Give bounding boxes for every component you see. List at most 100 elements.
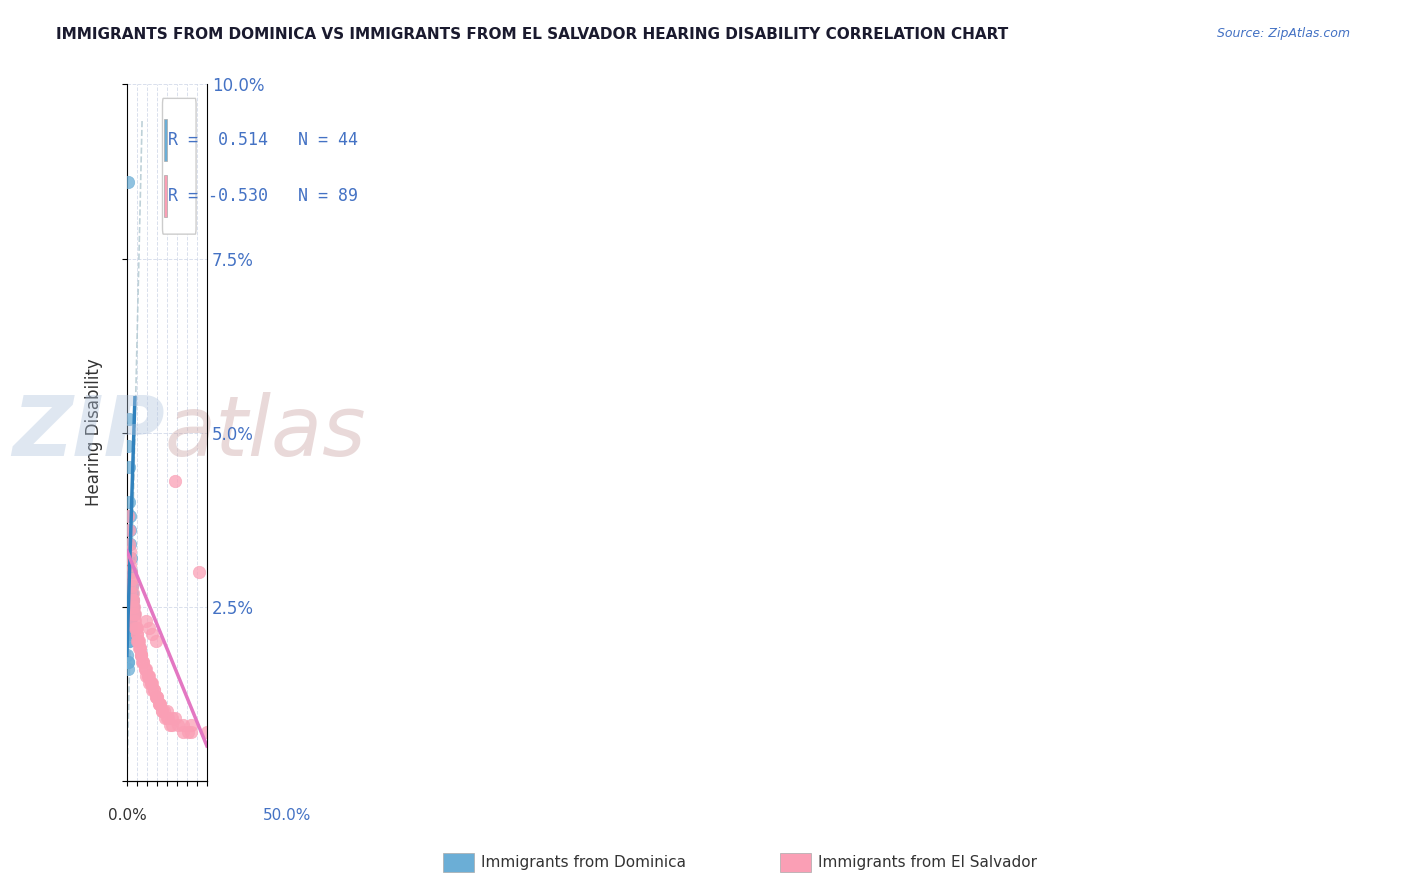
Point (146, 690, 169, 705)
Point (117, 175, 139, 189)
Point (139, 676, 162, 690)
Point (117, 550, 139, 565)
Point (124, 614, 146, 628)
Point (120, 565, 142, 579)
Point (143, 683, 166, 698)
Point (122, 607, 145, 621)
Point (138, 669, 160, 683)
Point (128, 634, 150, 648)
Point (118, 592, 141, 607)
Point (146, 690, 169, 705)
Point (122, 607, 145, 621)
Point (120, 523, 142, 537)
Point (118, 607, 141, 621)
Point (117, 440, 139, 454)
Point (118, 509, 141, 524)
Point (122, 614, 145, 628)
Text: Source: ZipAtlas.com: Source: ZipAtlas.com (1216, 27, 1350, 40)
Point (145, 634, 167, 648)
FancyBboxPatch shape (165, 175, 167, 217)
Point (117, 621, 139, 635)
Point (122, 599, 145, 614)
Text: atlas: atlas (165, 392, 366, 473)
Point (117, 648, 139, 663)
Point (122, 607, 145, 621)
Point (148, 697, 170, 711)
Point (129, 648, 152, 663)
Point (118, 460, 141, 475)
Point (125, 627, 148, 641)
Text: 0.0%: 0.0% (107, 808, 146, 823)
Point (124, 621, 146, 635)
Point (149, 697, 172, 711)
Point (117, 585, 139, 599)
Point (134, 662, 156, 676)
Text: 50.0%: 50.0% (263, 808, 311, 823)
Point (120, 614, 142, 628)
Point (132, 656, 155, 670)
Point (120, 621, 142, 635)
Point (159, 718, 181, 732)
Point (118, 544, 141, 558)
Point (127, 634, 149, 648)
Y-axis label: Hearing Disability: Hearing Disability (86, 359, 103, 507)
Point (117, 627, 139, 641)
Point (121, 592, 143, 607)
Point (121, 599, 143, 614)
Point (152, 704, 174, 718)
Point (187, 565, 209, 579)
Point (160, 711, 183, 725)
Point (135, 662, 157, 676)
Point (117, 656, 139, 670)
Point (141, 683, 163, 698)
Point (120, 585, 142, 599)
Point (121, 599, 143, 614)
Point (118, 627, 141, 641)
Point (128, 641, 150, 656)
Point (118, 495, 141, 509)
Point (141, 676, 163, 690)
Point (157, 711, 180, 725)
Point (131, 656, 153, 670)
Point (150, 704, 173, 718)
Point (117, 579, 139, 593)
Point (125, 621, 148, 635)
Point (117, 656, 139, 670)
Point (149, 697, 172, 711)
Point (172, 725, 194, 739)
Point (121, 585, 143, 599)
Point (117, 621, 139, 635)
Point (138, 621, 160, 635)
Point (156, 704, 179, 718)
Text: Immigrants from El Salvador: Immigrants from El Salvador (818, 855, 1038, 870)
Point (124, 607, 146, 621)
Point (167, 718, 190, 732)
Point (120, 592, 142, 607)
Point (118, 627, 141, 641)
Point (121, 585, 143, 599)
Point (129, 648, 152, 663)
Point (195, 725, 218, 739)
Point (135, 669, 157, 683)
Point (135, 614, 157, 628)
Point (155, 711, 177, 725)
Point (118, 634, 141, 648)
Point (118, 537, 141, 551)
Point (118, 579, 141, 593)
Point (117, 614, 139, 628)
Point (150, 704, 173, 718)
Point (122, 607, 145, 621)
Point (127, 634, 149, 648)
Point (163, 475, 186, 489)
Point (127, 634, 149, 648)
Text: R =  0.514   N = 44: R = 0.514 N = 44 (169, 131, 359, 149)
Point (134, 662, 156, 676)
Point (128, 641, 150, 656)
Point (136, 669, 159, 683)
Point (141, 627, 163, 641)
Point (156, 711, 179, 725)
FancyBboxPatch shape (163, 98, 195, 234)
Point (125, 621, 148, 635)
Point (180, 718, 202, 732)
Point (118, 607, 141, 621)
